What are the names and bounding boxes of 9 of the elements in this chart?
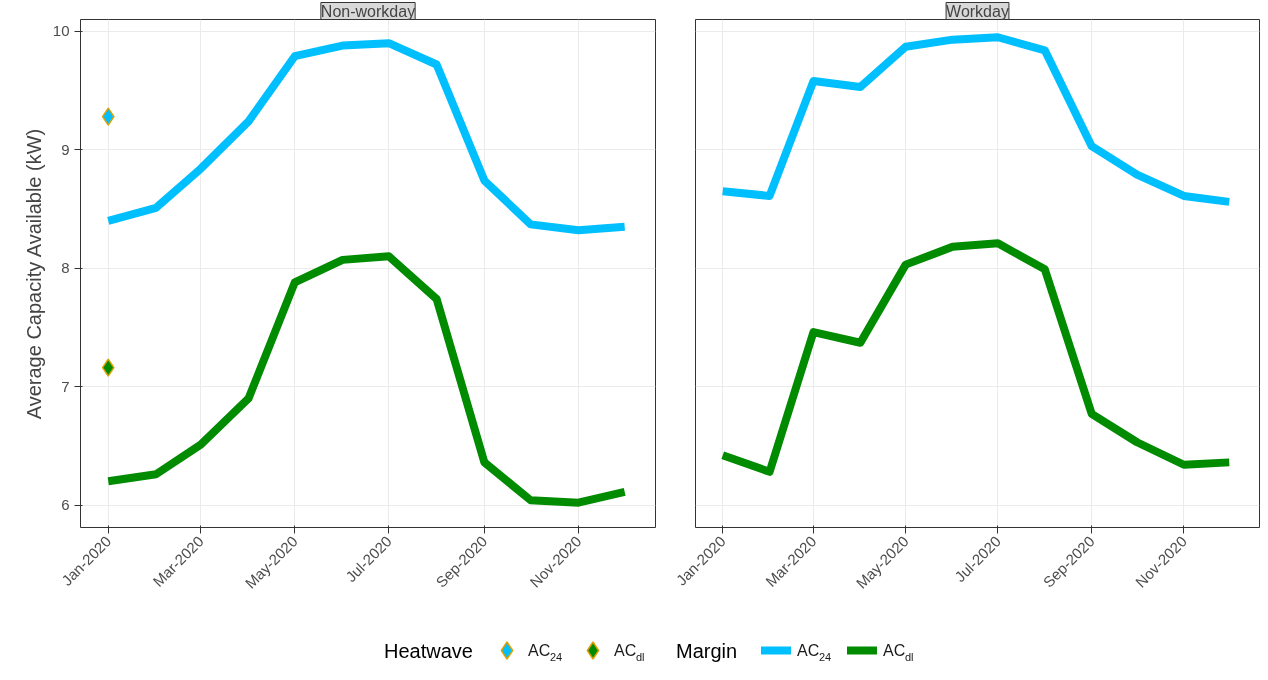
text: Heatwave (384, 639, 473, 662)
y-tick-label: 6 (61, 496, 70, 513)
y-tick-label: 8 (61, 259, 70, 277)
chart-title: Non-workday (320, 2, 416, 20)
text: Margin (676, 639, 738, 662)
y-axis-title: Average Capacity Available (kW) (22, 128, 45, 420)
y-tick-label: 10 (52, 22, 70, 40)
y-tick-label: 9 (61, 140, 70, 158)
y-tick-label: 7 (61, 377, 70, 395)
